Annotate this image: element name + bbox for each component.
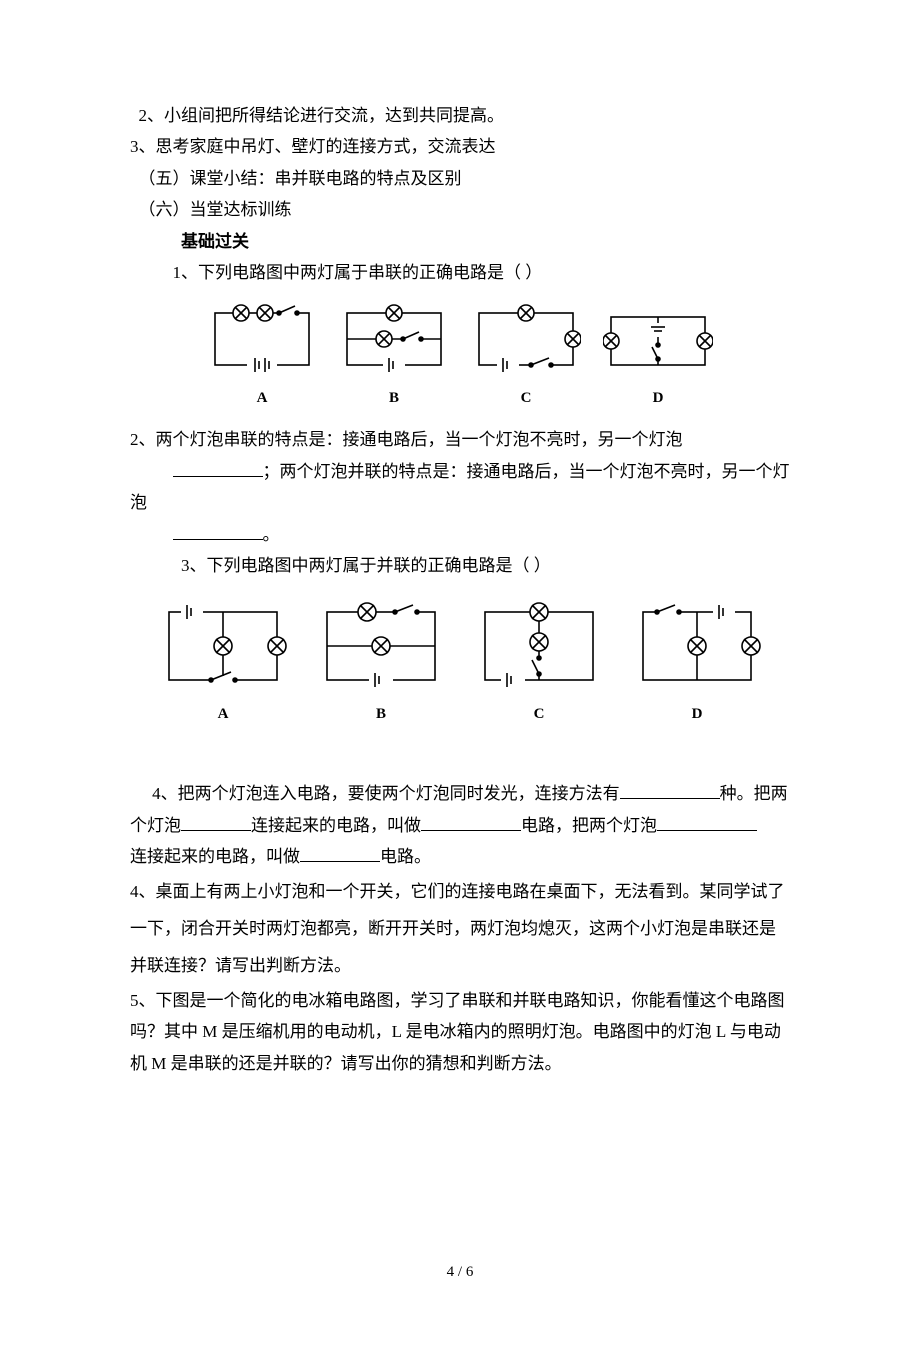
question-1: 1、下列电路图中两灯属于串联的正确电路是（ ） (130, 257, 790, 288)
page-footer: 4 / 6 (130, 1259, 790, 1287)
q4-c-suf: 电路。 (380, 847, 431, 866)
q4-c-pre: 连接起来的电路，叫做 (130, 847, 300, 866)
label-b2: B (317, 701, 445, 729)
diagram-1-d: D (603, 303, 713, 413)
diagram-2-b: B (317, 600, 445, 729)
diagram-2-c: C (475, 600, 603, 729)
diagram-1-b: B (339, 303, 449, 413)
label-c2: C (475, 701, 603, 729)
blank-4 (181, 813, 251, 831)
subsection-title: 基础过关 (130, 226, 790, 257)
q2-part-a: 2、两个灯泡串联的特点是：接通电路后，当一个灯泡不亮时，另一个灯泡 (130, 430, 683, 449)
q4-b-mid2: 电路，把两个灯泡 (521, 816, 657, 835)
diagram-1-c: C (471, 303, 581, 413)
q4-a-suf1: 种。把两 (720, 784, 788, 803)
blank-1 (173, 459, 263, 477)
q4-a-pre: 4、把两个灯泡连入电路，要使两个灯泡同时发光，连接方法有 (152, 784, 620, 803)
label-d2: D (633, 701, 761, 729)
q2-part-c: 。 (263, 525, 280, 544)
blank-2 (173, 522, 263, 540)
question-4: 4、把两个灯泡连入电路，要使两个灯泡同时发光，连接方法有种。把两 个灯泡连接起来… (130, 778, 790, 872)
label-b: B (339, 385, 449, 413)
section-5-title: （五）课堂小结：串并联电路的特点及区别 (130, 163, 790, 194)
question-3: 3、下列电路图中两灯属于并联的正确电路是（ ） (130, 550, 790, 581)
question-5: 4、桌面上有两上小灯泡和一个开关，它们的连接电路在桌面下，无法看到。某同学试了一… (130, 873, 790, 985)
q4-b-mid1: 连接起来的电路，叫做 (251, 816, 421, 835)
diagram-1-a: A (207, 303, 317, 413)
diagram-row-1: A (130, 303, 790, 413)
blank-6 (657, 813, 757, 831)
section-6-title: （六）当堂达标训练 (130, 194, 790, 225)
q4-b-pre: 个灯泡 (130, 816, 181, 835)
label-a: A (207, 385, 317, 413)
blank-7 (300, 844, 380, 862)
text-line-2: 3、思考家庭中吊灯、壁灯的连接方式，交流表达 (130, 131, 790, 162)
blank-5 (421, 813, 521, 831)
diagram-2-a: A (159, 600, 287, 729)
label-d: D (603, 385, 713, 413)
blank-3 (620, 781, 720, 799)
text-line-1: 2、小组间把所得结论进行交流，达到共同提高。 (130, 100, 790, 131)
label-a2: A (159, 701, 287, 729)
page: 2、小组间把所得结论进行交流，达到共同提高。 3、思考家庭中吊灯、壁灯的连接方式… (0, 0, 920, 1347)
question-2: 2、两个灯泡串联的特点是：接通电路后，当一个灯泡不亮时，另一个灯泡 ；两个灯泡并… (130, 424, 790, 550)
diagram-2-d: D (633, 600, 761, 729)
label-c: C (471, 385, 581, 413)
question-6: 5、下图是一个简化的电冰箱电路图，学习了串联和并联电路知识，你能看懂这个电路图吗… (130, 985, 790, 1079)
diagram-row-2: A (130, 600, 790, 729)
